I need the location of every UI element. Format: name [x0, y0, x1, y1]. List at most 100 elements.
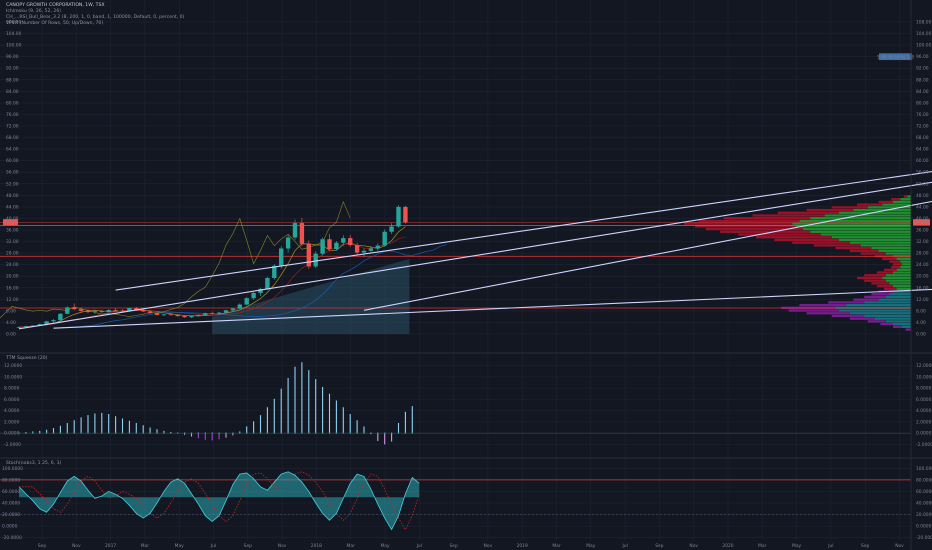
ttm-squeeze-dot [328, 432, 331, 434]
x-tick-label: Jul [210, 543, 216, 549]
ttm-squeeze-dot [59, 432, 62, 434]
volume-profile-down-bar [831, 314, 865, 318]
y-tick-label-right: 36.00 [916, 228, 929, 234]
ttm-squeeze-dot [66, 432, 69, 434]
y-tick-label-right: 76.00 [916, 112, 929, 118]
y-tick-label-left: 76.00 [6, 112, 19, 118]
volume-profile-down-bar [871, 282, 890, 285]
volume-profile-up-bar [900, 260, 911, 263]
candle-body [320, 239, 325, 254]
volume-profile-down-bar [876, 271, 893, 274]
stoch-y-tick-right: 0.0000 [916, 524, 932, 530]
ttm-squeeze-dot [108, 432, 110, 434]
target-badge: 5.86 (6.56%) 5/8 [877, 53, 914, 60]
x-tick-label: Sep [38, 543, 46, 549]
volume-profile-up-bar [849, 241, 911, 244]
y-tick-label-right: 0.00 [916, 332, 926, 338]
ttm-squeeze-dot [411, 432, 413, 434]
ttm-squeeze-panel[interactable] [0, 362, 911, 445]
volume-profile-down-bar [723, 217, 811, 220]
ttm-squeeze-dot [280, 432, 282, 434]
candle-body [237, 304, 242, 309]
y-tick-label-right: 12.00 [916, 297, 929, 303]
ttm-squeeze-dot [349, 432, 351, 434]
candle-body [203, 313, 208, 315]
stoch-y-tick-right: -20.0000 [916, 535, 932, 541]
x-tick-label: Mar [141, 543, 149, 549]
volume-profile-up-bar [824, 214, 911, 217]
y-tick-label-left: 56.00 [6, 170, 19, 176]
candle-body [51, 320, 56, 322]
price-panel[interactable]: 38.63 38.63 5.86 (6.56%) 5/8 [0, 53, 932, 334]
x-tick-label: Nov [278, 543, 287, 549]
candle-body [279, 248, 284, 266]
ttm-squeeze-dot [397, 432, 400, 434]
candle-body [141, 309, 146, 312]
y-tick-label-right: 20.00 [916, 274, 929, 280]
candle-body [285, 237, 291, 249]
candle-body [258, 288, 263, 293]
volume-profile-down-bar [891, 198, 901, 201]
x-tick-label: May [586, 543, 595, 549]
trendline [363, 200, 932, 311]
ttm-squeeze-dot [45, 432, 48, 434]
ttm-squeeze-dot [170, 432, 172, 434]
candle-body [230, 308, 236, 311]
volume-profile-up-bar [860, 244, 911, 247]
candle-body [265, 277, 270, 289]
ttm-squeeze-dot [321, 432, 324, 434]
x-tick-label: Jul [621, 543, 627, 549]
ttm-squeeze-dot [266, 432, 269, 434]
candle-body [134, 308, 139, 310]
x-tick-label: Nov [484, 543, 493, 549]
volume-profile-down-bar [893, 325, 902, 328]
volume-profile-up-bar [839, 309, 911, 312]
volume-profile-up-bar [893, 290, 911, 293]
legend-title: CANOPY GROWTH CORPORATION, 1W, TSX [6, 3, 105, 8]
ttm-y-tick-left: 6.0000 [4, 397, 20, 403]
ttm-squeeze-dot [128, 432, 131, 434]
stoch-y-tick-right: 20.0000 [916, 512, 932, 518]
volume-profile-down-bar [813, 244, 861, 247]
ttm-legend[interactable]: TTM Squeeze (20) [6, 356, 47, 362]
y-tick-label-left: 32.00 [6, 239, 19, 245]
volume-profile-down-bar [884, 287, 897, 290]
y-tick-label-left: 108.00 [6, 20, 22, 26]
volume-profile-down-bar [864, 279, 886, 282]
candle-body [106, 310, 111, 313]
ttm-squeeze-dot [149, 432, 151, 434]
y-tick-label-left: 36.00 [6, 228, 19, 234]
stoch-y-tick-left: -20.0000 [2, 535, 22, 541]
ttm-squeeze-dot [204, 432, 206, 434]
candle-body [44, 321, 49, 325]
ttm-squeeze-dot [390, 432, 393, 434]
y-tick-label-left: 40.00 [6, 216, 19, 222]
volume-profile-up-bar [885, 320, 911, 323]
x-tick-label: Nov [689, 543, 698, 549]
y-tick-label-left: 84.00 [6, 89, 19, 95]
volume-profile-down-bar [878, 200, 893, 204]
volume-profile-up-bar [882, 276, 911, 280]
ttm-squeeze-dot [218, 432, 220, 434]
volume-profile-down-bar [884, 268, 897, 271]
y-tick-label-left: 12.00 [6, 297, 19, 303]
ttm-squeeze-dot [377, 432, 379, 434]
volume-profile-down-bar [876, 284, 893, 288]
x-tick-label: Jul [416, 543, 422, 549]
volume-profile-down-bar [756, 236, 832, 239]
y-tick-label-left: 4.00 [6, 320, 16, 326]
stoch-y-tick-left: 20.0000 [2, 512, 20, 518]
stoch-legend[interactable]: Stoch(nobs3, 1 25, 6, 3) [6, 461, 61, 467]
stoch-panel[interactable] [0, 471, 911, 531]
y-tick-label-right: 64.00 [916, 147, 929, 153]
volume-profile-up-bar [885, 252, 911, 255]
x-tick-label: Mar [552, 543, 560, 549]
candle-body [375, 245, 380, 249]
candle-body [168, 314, 173, 316]
last-price-badge-right: 38.63 [913, 219, 930, 226]
x-tick-label: Sep [861, 543, 869, 549]
y-tick-label-right: 48.00 [916, 193, 929, 199]
chart-legend[interactable]: CANOPY GROWTH CORPORATION, 1W, TSX Ichim… [6, 3, 184, 27]
axes: Sep Nov 2017 Mar May Jul Sep Nov 2018 Mar May Jul Se… [2, 20, 932, 550]
